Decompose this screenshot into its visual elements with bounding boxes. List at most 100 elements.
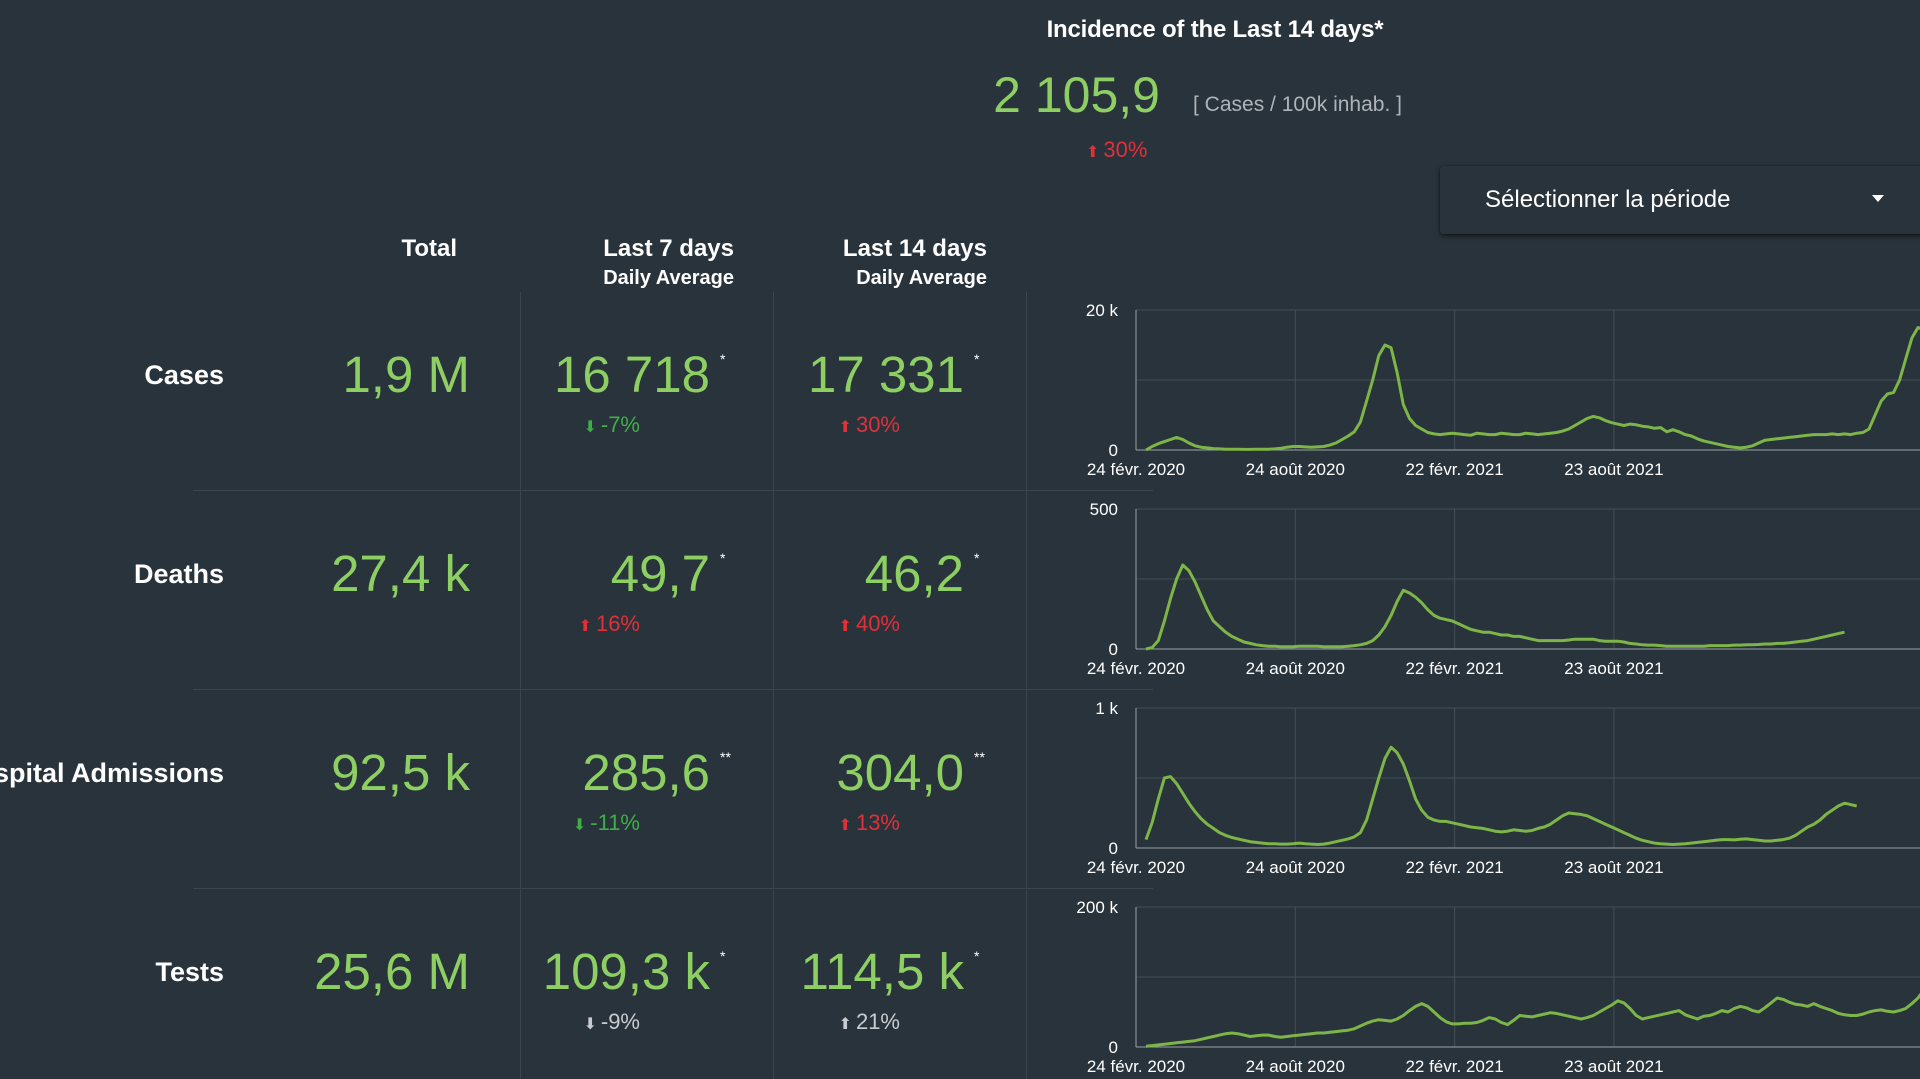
- last14-change-value: 21%: [855, 1009, 900, 1034]
- column-header-last14: Last 14 days Daily Average: [810, 235, 987, 290]
- last14-change: ⬆ 40%: [740, 611, 900, 637]
- arrow-up-icon: ⬆: [838, 618, 852, 635]
- chart-x-tick-label: 22 févr. 2021: [1405, 858, 1503, 877]
- chart-y-tick-label: 0: [1109, 1038, 1118, 1057]
- last14-change: ⬆ 13%: [740, 810, 900, 836]
- last14-footnote-mark: *: [974, 948, 980, 964]
- last14-value: 17 331: [808, 346, 964, 403]
- total-value: 1,9 M: [342, 346, 470, 403]
- chart-x-tick-label: 23 août 2021: [1564, 460, 1663, 479]
- chart-x-tick-label: 24 août 2020: [1246, 460, 1345, 479]
- chart-series-line: [1145, 326, 1920, 452]
- chart-tests: 200 k 024 févr. 2020 24 août 2020 22 févr. …: [1076, 898, 1920, 1076]
- chart-x-tick-label: 22 févr. 2021: [1405, 659, 1503, 678]
- last7-change-value: -9%: [600, 1009, 640, 1034]
- grid-divider: [193, 689, 1153, 690]
- grid-divider: [773, 292, 774, 1079]
- chart-y-tick-label: 0: [1109, 441, 1118, 460]
- total-value: 27,4 k: [331, 545, 470, 602]
- last7-change-value: -11%: [590, 810, 640, 835]
- arrow-down-icon: ⬇: [583, 1016, 597, 1033]
- incidence-unit: [ Cases / 100k inhab. ]: [1193, 93, 1402, 116]
- chart-deaths: 500 024 févr. 2020 24 août 2020 22 févr. 20…: [1087, 500, 1920, 678]
- caret-down-icon: [1872, 195, 1884, 202]
- last7-value: 109,3 k: [542, 943, 710, 1000]
- last7-footnote-mark: *: [720, 351, 726, 367]
- last14-value: 114,5 k: [800, 943, 964, 1000]
- last14-change-value: 13%: [855, 810, 900, 835]
- grid-divider: [193, 490, 1153, 491]
- chart-x-tick-label: 24 févr. 2020: [1087, 858, 1185, 877]
- row-label: spital Admissions: [0, 758, 224, 788]
- column-header-last7: Last 7 days Daily Average: [560, 235, 734, 290]
- last14-change-value: 40%: [855, 611, 900, 636]
- chart-spital-admissions: 1 k 024 févr. 2020 24 août 2020 22 févr. 20…: [1087, 699, 1920, 877]
- column-header-total: Total: [350, 235, 457, 263]
- chart-y-tick-label: 200 k: [1076, 898, 1118, 917]
- chart-y-tick-label: 20 k: [1086, 301, 1119, 320]
- arrow-up-icon: ⬆: [578, 618, 592, 635]
- last14-change: ⬆ 21%: [740, 1009, 900, 1035]
- incidence-change-value: 30%: [1103, 137, 1148, 162]
- last7-footnote-mark: *: [720, 948, 726, 964]
- row-label: Tests: [155, 957, 224, 987]
- last14-change: ⬆ 30%: [740, 412, 900, 438]
- grid-divider: [193, 888, 1153, 889]
- row-label: Cases: [144, 360, 224, 390]
- chart-x-tick-label: 24 févr. 2020: [1087, 460, 1185, 479]
- chart-x-tick-label: 23 août 2021: [1564, 659, 1663, 678]
- column-header-last7-sub: Daily Average: [603, 267, 734, 289]
- chart-y-tick-label: 1 k: [1095, 699, 1118, 718]
- last7-change: ⬆ 16%: [480, 611, 640, 637]
- last7-change-value: -7%: [600, 412, 640, 437]
- last14-change-value: 30%: [855, 412, 900, 437]
- period-select-label: Sélectionner la période: [1485, 186, 1731, 213]
- chart-y-tick-label: 0: [1109, 640, 1118, 659]
- chart-x-tick-label: 24 févr. 2020: [1087, 1057, 1185, 1076]
- last7-value: 285,6: [582, 744, 710, 801]
- total-value: 25,6 M: [314, 943, 470, 1000]
- incidence-change: ⬆ 30%: [1086, 137, 1147, 163]
- grid-divider: [520, 292, 521, 1079]
- arrow-down-icon: ⬇: [572, 817, 587, 834]
- arrow-down-icon: ⬇: [583, 419, 597, 436]
- last7-change: ⬇ -9%: [480, 1009, 640, 1035]
- chart-cases: 20 k 024 févr. 2020 24 août 2020 22 févr. 2…: [1086, 301, 1920, 479]
- column-header-last14-sub: Daily Average: [856, 267, 987, 289]
- chart-x-tick-label: 24 août 2020: [1246, 1057, 1345, 1076]
- chart-x-tick-label: 22 févr. 2021: [1405, 1057, 1503, 1076]
- last14-value: 46,2: [864, 545, 964, 602]
- last7-footnote-mark: **: [720, 749, 731, 765]
- chart-x-tick-label: 24 févr. 2020: [1087, 659, 1185, 678]
- chart-series-line: [1144, 745, 1858, 846]
- chart-x-tick-label: 23 août 2021: [1564, 1057, 1663, 1076]
- arrow-up-icon: ⬆: [838, 419, 852, 436]
- last14-footnote-mark: *: [974, 550, 980, 566]
- incidence-value: 2 105,9: [993, 67, 1160, 123]
- period-select-dropdown[interactable]: Sélectionner la période: [1440, 166, 1920, 234]
- chart-series-line: [1145, 992, 1920, 1048]
- chart-x-tick-label: 24 août 2020: [1246, 858, 1345, 877]
- arrow-up-icon: ⬆: [838, 1016, 852, 1033]
- last7-footnote-mark: *: [720, 550, 726, 566]
- column-header-last7-label: Last 7 days: [603, 235, 734, 262]
- column-header-last14-label: Last 14 days: [842, 235, 987, 262]
- chart-y-tick-label: 500: [1090, 500, 1118, 519]
- chart-x-tick-label: 22 févr. 2021: [1405, 460, 1503, 479]
- chart-series-line: [1145, 563, 1845, 651]
- last7-change-value: 16%: [595, 611, 640, 636]
- column-header-total-label: Total: [401, 235, 457, 262]
- incidence-title: Incidence of the Last 14 days*: [1046, 16, 1384, 43]
- last7-change: ⬇ -11%: [480, 810, 640, 836]
- last7-value: 49,7: [610, 545, 710, 602]
- grid-divider: [1026, 292, 1027, 1079]
- chart-x-tick-label: 23 août 2021: [1564, 858, 1663, 877]
- last7-value: 16 718: [554, 346, 710, 403]
- arrow-up-icon: ⬆: [1086, 144, 1100, 161]
- arrow-up-icon: ⬆: [838, 817, 852, 834]
- row-label: Deaths: [133, 559, 224, 589]
- chart-y-tick-label: 0: [1109, 839, 1118, 858]
- last14-value: 304,0: [836, 744, 964, 801]
- last14-footnote-mark: *: [974, 351, 980, 367]
